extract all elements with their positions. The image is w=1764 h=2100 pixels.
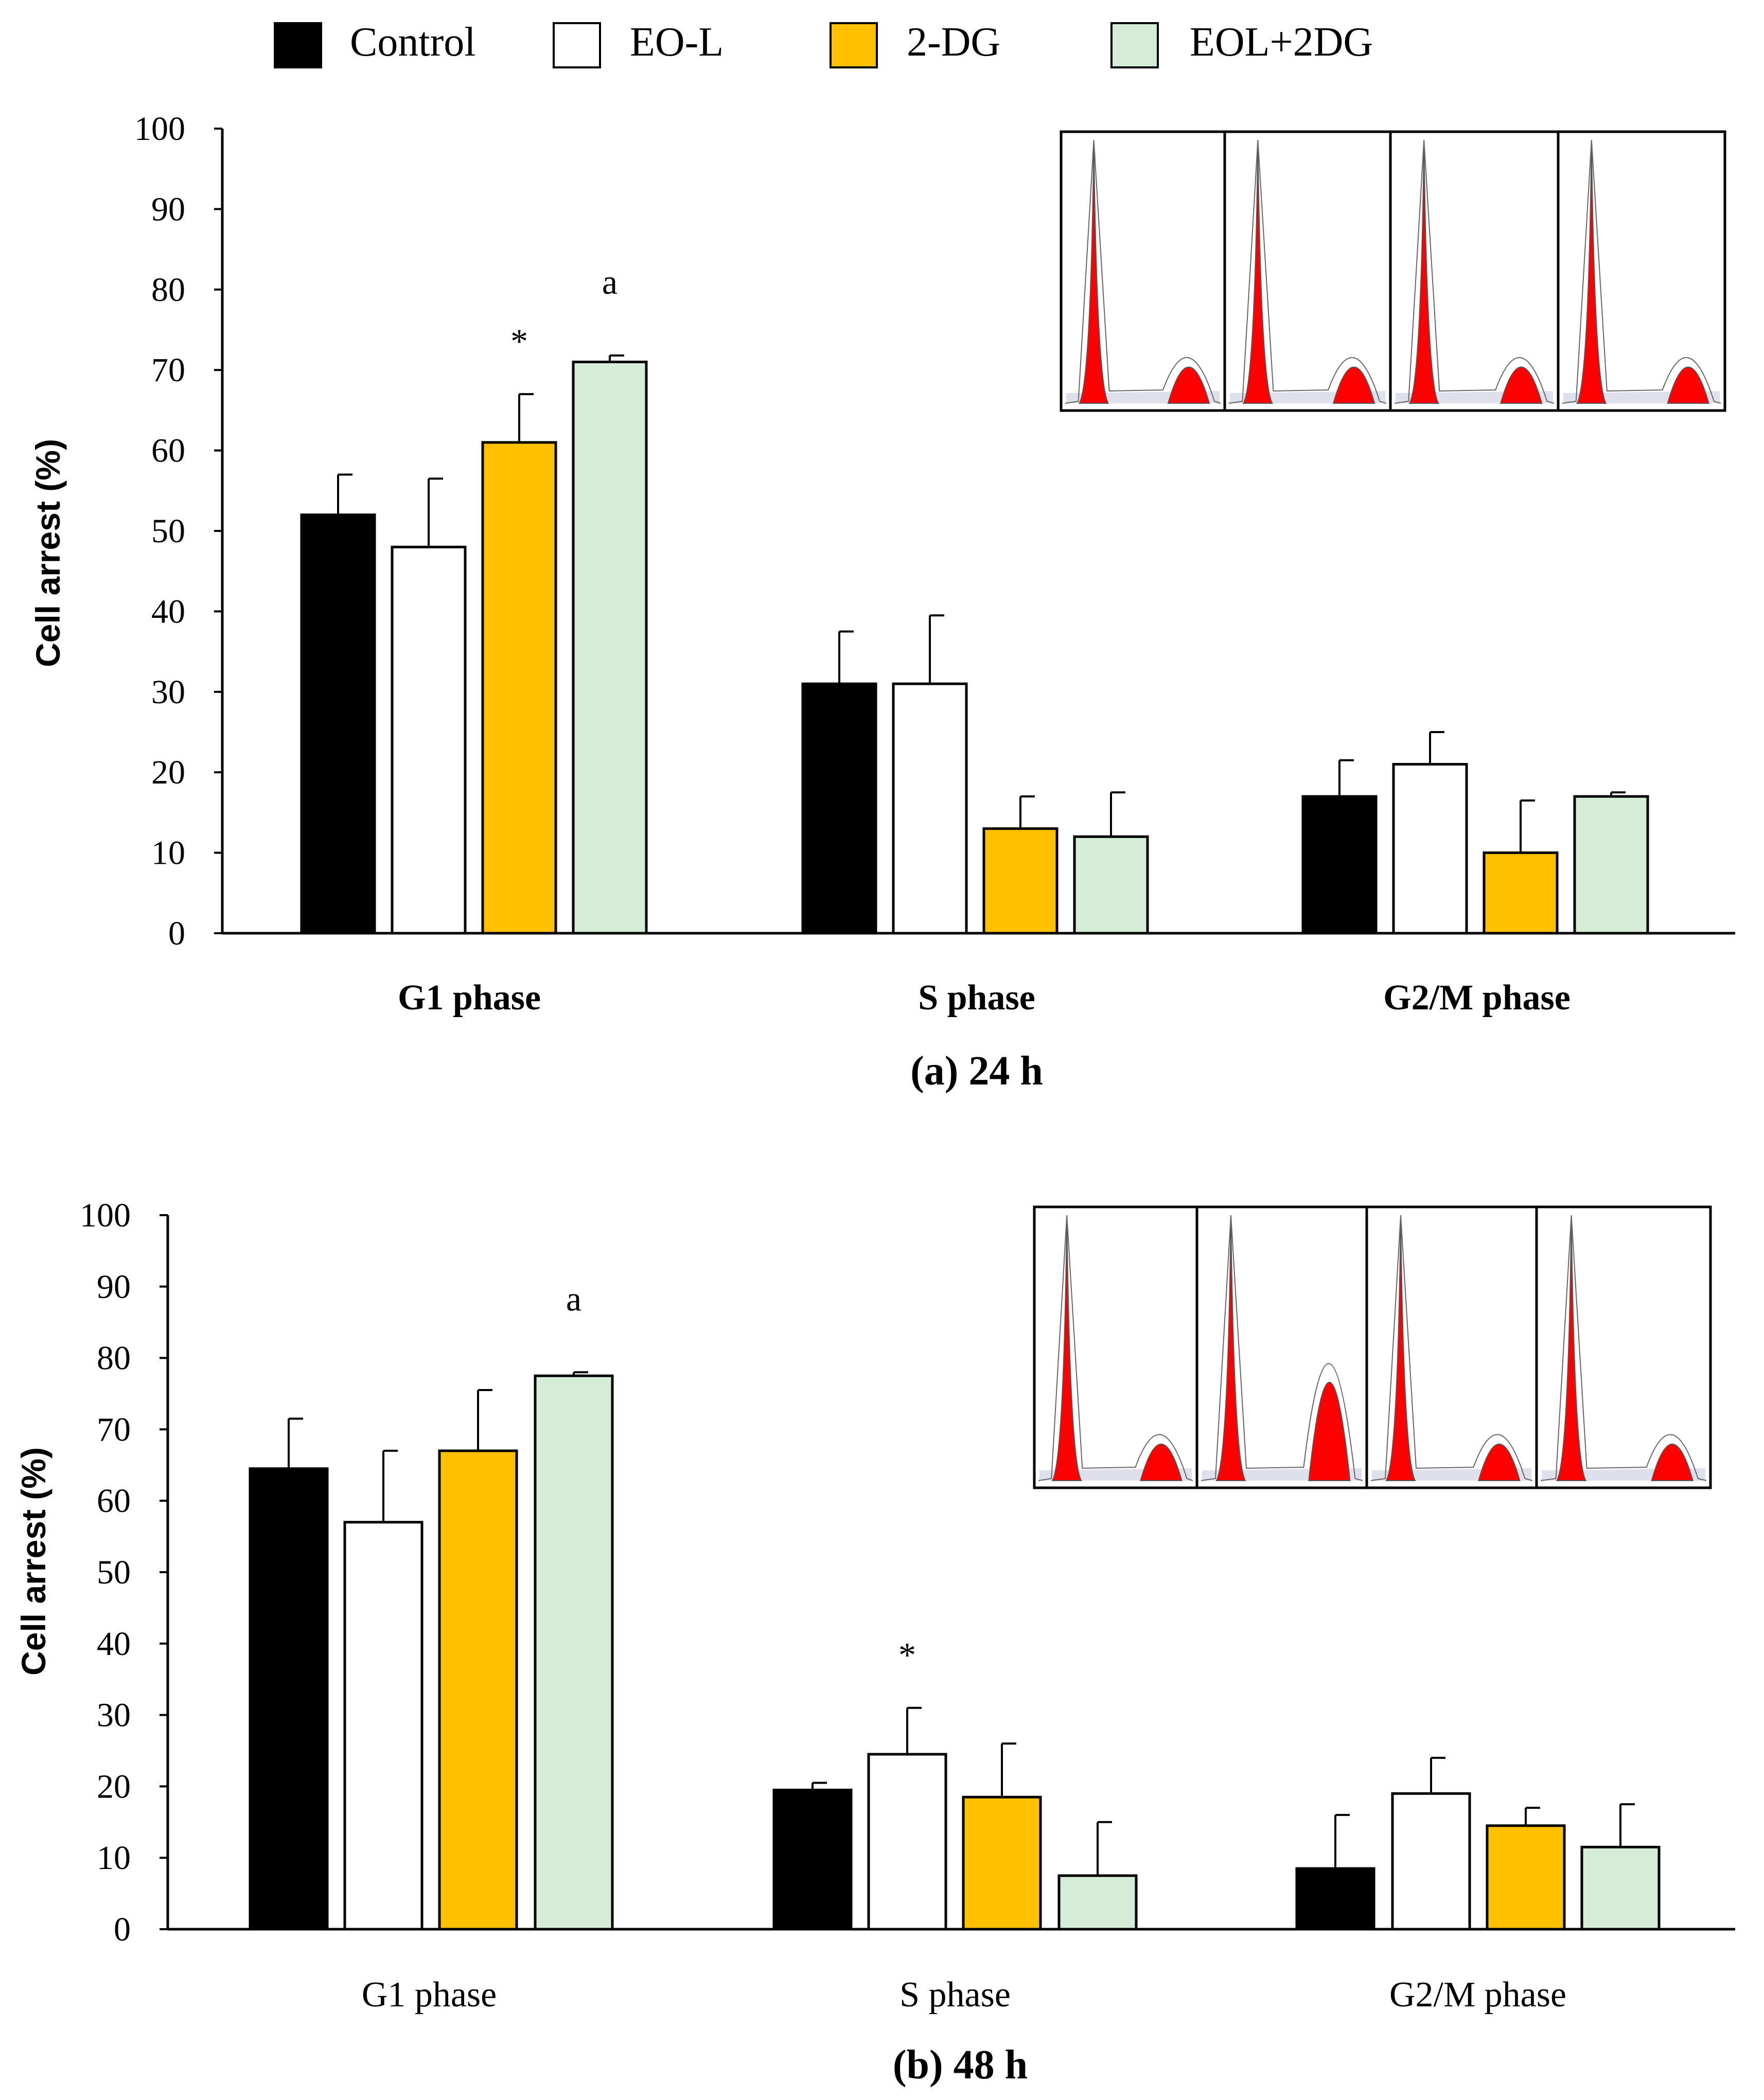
inset-model-trace [1394,139,1555,404]
plot-area: 0 10 20 30 40 50 60 70 80 90 100 G1 phase S phase G2/… [134,110,1735,1018]
inset-model-trace [1370,1215,1533,1481]
bar-control-g2-m-phase [1295,1867,1375,1931]
inset-model-trace [1201,1215,1363,1481]
y-tick-label: 40 [97,1625,131,1663]
bar-eol-2dg-s-phase [1057,1874,1138,1931]
inset-frame [1060,130,1726,412]
y-tick-label: 20 [97,1768,131,1805]
chart-panel-48h: 0 10 20 30 40 50 60 70 80 90 100 G1 phase S phase G2/… [14,1197,1735,2088]
bar-eo-l-g1-phase [391,545,467,935]
y-tick-label: 10 [97,1839,131,1877]
legend-label-2-dg: 2-DG [907,20,1000,65]
significance-marker: a [602,262,618,301]
legend-label-control: Control [350,20,475,65]
inset-g2-peak [1667,366,1710,404]
bar-control-g1-phase [249,1467,329,1931]
flow-cytometry-inset [1060,130,1726,412]
bar-control-g1-phase [300,513,376,935]
bar-control-g2-m-phase [1301,795,1378,935]
bar-2-dg-g1-phase [438,1449,518,1931]
y-tick-label: 40 [151,593,185,630]
inset-g2-peak [1167,366,1210,404]
bar-eol-2dg-g2-m-phase [1573,795,1649,935]
significance-marker: a [566,1279,581,1318]
bar-eo-l-s-phase [892,682,968,935]
bar-eo-l-g2-m-phase [1392,763,1468,935]
y-tick-label: 60 [97,1482,131,1520]
bar-eol-2dg-g1-phase [534,1374,614,1931]
chart-panel-24h: 0 10 20 30 40 50 60 70 80 90 100 G1 phase S phase G2/… [29,110,1735,1094]
y-tick-label: 20 [151,754,185,791]
inset-g2-peak [1478,1444,1521,1481]
y-tick-label: 100 [134,110,185,148]
inset-g2-peak [1332,366,1375,404]
y-axis-label: Cell arrest (%) [14,1447,52,1676]
y-tick-label: 80 [151,271,185,309]
bar-eol-2dg-g2-m-phase [1580,1845,1661,1931]
legend-label-eo-l: EO-L [630,20,724,65]
legend-swatch-control [274,22,322,68]
y-tick-label: 0 [168,915,185,952]
y-tick-label: 60 [151,432,185,470]
y-tick-label: 90 [151,190,185,228]
bar-eo-l-s-phase [867,1753,947,1931]
category-label-g2-m-phase: G2/M phase [1383,978,1571,1018]
legend-label-eol-2dg: EOL+2DG [1190,20,1373,65]
category-label-s-phase: S phase [899,1975,1011,2015]
bar-2-dg-g2-m-phase [1483,851,1559,935]
bar-eol-2dg-s-phase [1073,835,1149,935]
panel-title: (a) 24 h [910,1048,1043,1094]
legend: Control EO-L 2-DG EOL+2DG [274,20,1373,68]
category-label-g1-phase: G1 phase [398,978,541,1018]
y-tick-label: 90 [97,1268,131,1306]
y-tick-label: 50 [97,1554,131,1591]
bar-control-s-phase [772,1788,853,1931]
plot-area: 0 10 20 30 40 50 60 70 80 90 100 G1 phase S phase G2/… [80,1197,1735,2015]
bar-control-s-phase [801,682,877,935]
inset-g2-peak [1651,1444,1694,1481]
inset-model-trace [1065,139,1221,404]
legend-swatch-eol-2dg [1110,22,1159,68]
y-tick-label: 80 [97,1340,131,1377]
y-tick-label: 0 [114,1911,131,1948]
y-tick-label: 10 [151,834,185,872]
y-tick-label: 50 [151,512,185,550]
category-label-s-phase: S phase [918,978,1035,1018]
inset-model-trace [1562,139,1721,404]
y-tick-label: 30 [97,1697,131,1734]
y-axis-label: Cell arrest (%) [29,439,67,667]
bar-2-dg-s-phase [962,1795,1042,1931]
category-label-g1-phase: G1 phase [362,1975,497,2015]
bar-2-dg-s-phase [982,827,1059,935]
inset-model-trace [1038,1215,1193,1481]
inset-frame [1033,1205,1712,1489]
category-label-g2-m-phase: G2/M phase [1389,1975,1566,2015]
inset-model-trace [1540,1215,1707,1481]
inset-g2-peak [1308,1381,1351,1481]
y-tick-label: 100 [80,1197,131,1234]
bar-2-dg-g1-phase [481,441,557,935]
flow-cytometry-inset [1033,1205,1712,1489]
legend-swatch-2-dg [830,22,878,68]
legend-swatch-eo-l [553,22,601,68]
y-tick-label: 70 [151,351,185,389]
bar-2-dg-g2-m-phase [1486,1824,1566,1931]
y-tick-label: 30 [151,673,185,711]
y-tick-label: 70 [97,1411,131,1448]
inset-g2-peak [1500,366,1543,404]
bar-eo-l-g1-phase [343,1521,424,1931]
bar-eo-l-g2-m-phase [1391,1792,1471,1931]
panel-title: (b) 48 h [893,2042,1028,2088]
bar-eol-2dg-g1-phase [572,361,648,935]
inset-g2-peak [1140,1444,1183,1481]
significance-marker: * [510,322,528,361]
significance-marker: * [898,1635,916,1675]
inset-model-trace [1228,139,1387,404]
